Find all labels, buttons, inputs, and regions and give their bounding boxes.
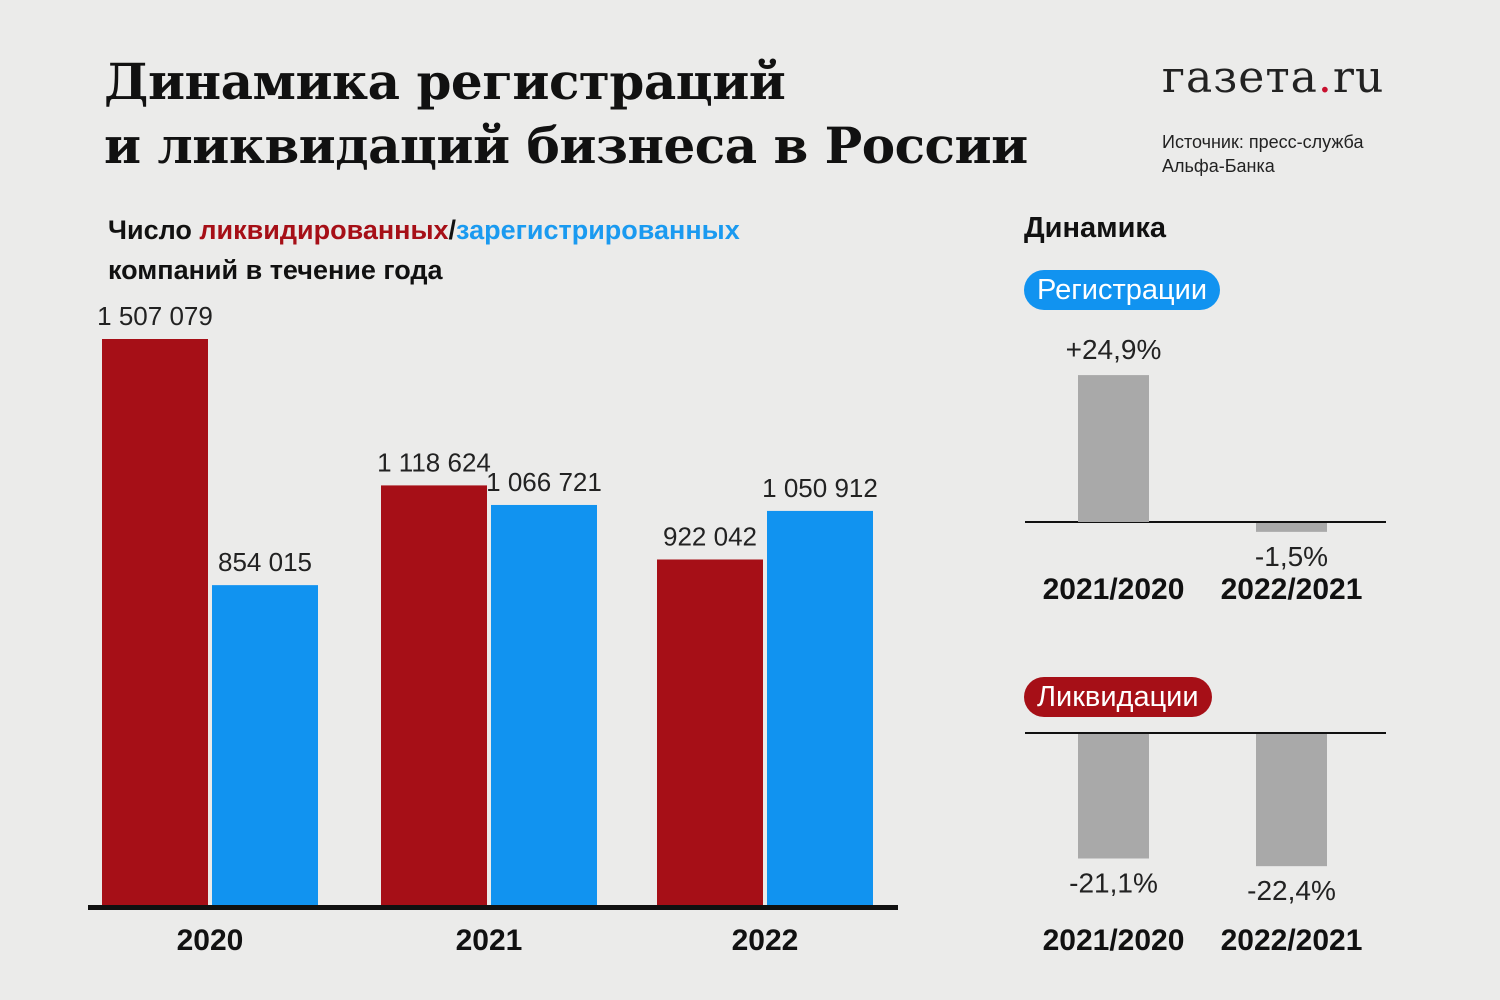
bar-liquidated-2020 <box>102 339 208 907</box>
baseline-1 <box>1025 732 1386 734</box>
data-label: 922 042 <box>663 521 757 551</box>
dynamics-period-label: 2022/2021 <box>1221 924 1363 957</box>
x-tick-label: 2021 <box>456 924 523 957</box>
legend-registered: зарегистрированных <box>456 215 740 245</box>
bar-registered-2020 <box>212 585 318 907</box>
data-label: 854 015 <box>218 547 312 577</box>
dynamics-bar <box>1256 523 1327 532</box>
data-label: 1 507 079 <box>97 301 213 331</box>
chart-title: Динамика регистраций и ликвидаций бизнес… <box>104 50 1028 178</box>
dynamics-bar <box>1256 734 1327 867</box>
bar-registered-2021 <box>491 504 597 907</box>
source-note: Источник: пресс-служба Альфа-Банка <box>1162 132 1364 176</box>
liquidations-pill: Ликвидации <box>1024 677 1212 717</box>
bar-liquidated-2021 <box>381 485 487 907</box>
legend-liquidated: ликвидированных <box>199 215 449 245</box>
data-label: 1 050 912 <box>762 473 878 503</box>
dynamics-period-label: 2021/2020 <box>1043 573 1185 606</box>
title-line-2: и ликвидаций бизнеса в России <box>104 116 1028 175</box>
dynamics-value-label: -22,4% <box>1247 875 1336 906</box>
main-chart-subtitle: Число ликвидированных/зарегистрированных… <box>108 215 740 285</box>
registrations-pill: Регистрации <box>1024 270 1221 310</box>
title-line-1: Динамика регистраций <box>104 52 786 111</box>
x-tick-label: 2020 <box>177 924 244 957</box>
dynamics-period-label: 2022/2021 <box>1221 573 1363 606</box>
dynamics-value-label: +24,9% <box>1066 334 1162 365</box>
dynamics-bar <box>1078 734 1149 859</box>
x-tick-label: 2022 <box>732 924 799 957</box>
dynamics-value-label: -1,5% <box>1255 541 1328 572</box>
dynamics-bar <box>1078 375 1149 522</box>
dynamics-period-label: 2021/2020 <box>1043 924 1185 957</box>
baseline-0 <box>1025 521 1386 523</box>
gazeta-logo: газета.ru <box>1162 52 1385 103</box>
data-label: 1 066 721 <box>486 467 602 497</box>
bar-liquidated-2022 <box>657 559 763 907</box>
data-label: 1 118 624 <box>377 447 491 477</box>
bar-registered-2022 <box>767 510 873 907</box>
x-axis-line <box>88 905 898 910</box>
dynamics-title: Динамика <box>1024 212 1167 244</box>
dynamics-value-label: -21,1% <box>1069 867 1158 898</box>
